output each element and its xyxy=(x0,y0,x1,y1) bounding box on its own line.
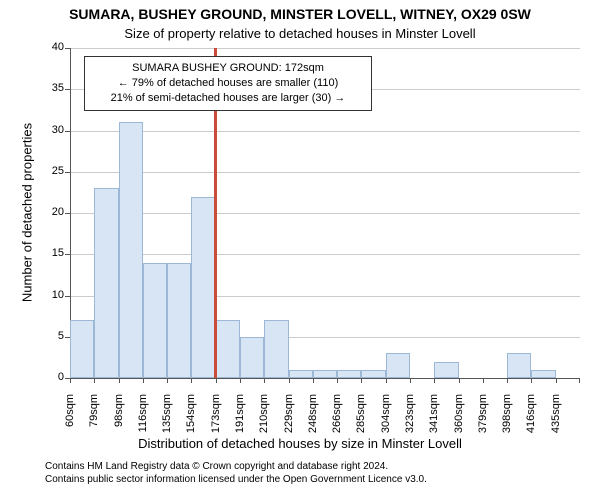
x-tick-mark xyxy=(240,378,241,383)
x-axis-line xyxy=(70,378,580,379)
x-axis-label: Distribution of detached houses by size … xyxy=(0,436,600,451)
x-tick-mark xyxy=(579,378,580,383)
info-line-3: 21% of semi-detached houses are larger (… xyxy=(91,91,365,106)
y-tick-label: 25 xyxy=(36,165,64,177)
histogram-bar xyxy=(507,353,531,378)
x-tick-mark xyxy=(119,378,120,383)
histogram-bar xyxy=(264,320,288,378)
histogram-bar xyxy=(191,197,215,379)
grid-line xyxy=(70,254,580,255)
x-tick-mark xyxy=(434,378,435,383)
chart-title: SUMARA, BUSHEY GROUND, MINSTER LOVELL, W… xyxy=(0,6,600,22)
x-tick-mark xyxy=(167,378,168,383)
grid-line xyxy=(70,213,580,214)
histogram-bar xyxy=(361,370,385,378)
histogram-bar xyxy=(313,370,337,378)
info-line-2: ← 79% of detached houses are smaller (11… xyxy=(91,76,365,91)
histogram-bar xyxy=(143,263,167,379)
x-tick-mark xyxy=(386,378,387,383)
x-tick-mark xyxy=(313,378,314,383)
x-tick-mark xyxy=(337,378,338,383)
y-tick-label: 0 xyxy=(36,371,64,383)
x-tick-mark xyxy=(556,378,557,383)
histogram-bar xyxy=(94,188,118,378)
histogram-bar xyxy=(531,370,555,378)
x-tick-mark xyxy=(264,378,265,383)
y-axis-label: Number of detached properties xyxy=(20,48,35,378)
x-tick-mark xyxy=(289,378,290,383)
x-tick-mark xyxy=(216,378,217,383)
histogram-bar xyxy=(240,337,264,378)
info-line-1: SUMARA BUSHEY GROUND: 172sqm xyxy=(91,61,365,76)
y-tick-label: 30 xyxy=(36,124,64,136)
y-tick-label: 20 xyxy=(36,206,64,218)
footer-attribution: Contains HM Land Registry data © Crown c… xyxy=(45,460,427,486)
histogram-bar xyxy=(167,263,191,379)
info-box: SUMARA BUSHEY GROUND: 172sqm ← 79% of de… xyxy=(84,56,372,111)
x-tick-mark xyxy=(531,378,532,383)
x-tick-mark xyxy=(507,378,508,383)
grid-line xyxy=(70,172,580,173)
x-tick-mark xyxy=(459,378,460,383)
chart-subtitle: Size of property relative to detached ho… xyxy=(0,26,600,41)
histogram-bar xyxy=(434,362,458,379)
histogram-bar xyxy=(70,320,94,378)
x-tick-mark xyxy=(361,378,362,383)
histogram-bar xyxy=(119,122,143,378)
x-tick-mark xyxy=(70,378,71,383)
y-tick-label: 5 xyxy=(36,330,64,342)
x-tick-mark xyxy=(143,378,144,383)
grid-line xyxy=(70,48,580,49)
x-tick-mark xyxy=(483,378,484,383)
y-tick-label: 40 xyxy=(36,41,64,53)
histogram-bar xyxy=(386,353,410,378)
x-tick-mark xyxy=(191,378,192,383)
histogram-bar xyxy=(337,370,361,378)
footer-line-2: Contains public sector information licen… xyxy=(45,473,427,486)
x-tick-mark xyxy=(410,378,411,383)
y-tick-label: 15 xyxy=(36,247,64,259)
histogram-bar xyxy=(216,320,240,378)
y-tick-label: 10 xyxy=(36,289,64,301)
footer-line-1: Contains HM Land Registry data © Crown c… xyxy=(45,460,427,473)
histogram-bar xyxy=(289,370,313,378)
x-tick-mark xyxy=(94,378,95,383)
y-tick-label: 35 xyxy=(36,82,64,94)
grid-line xyxy=(70,131,580,132)
